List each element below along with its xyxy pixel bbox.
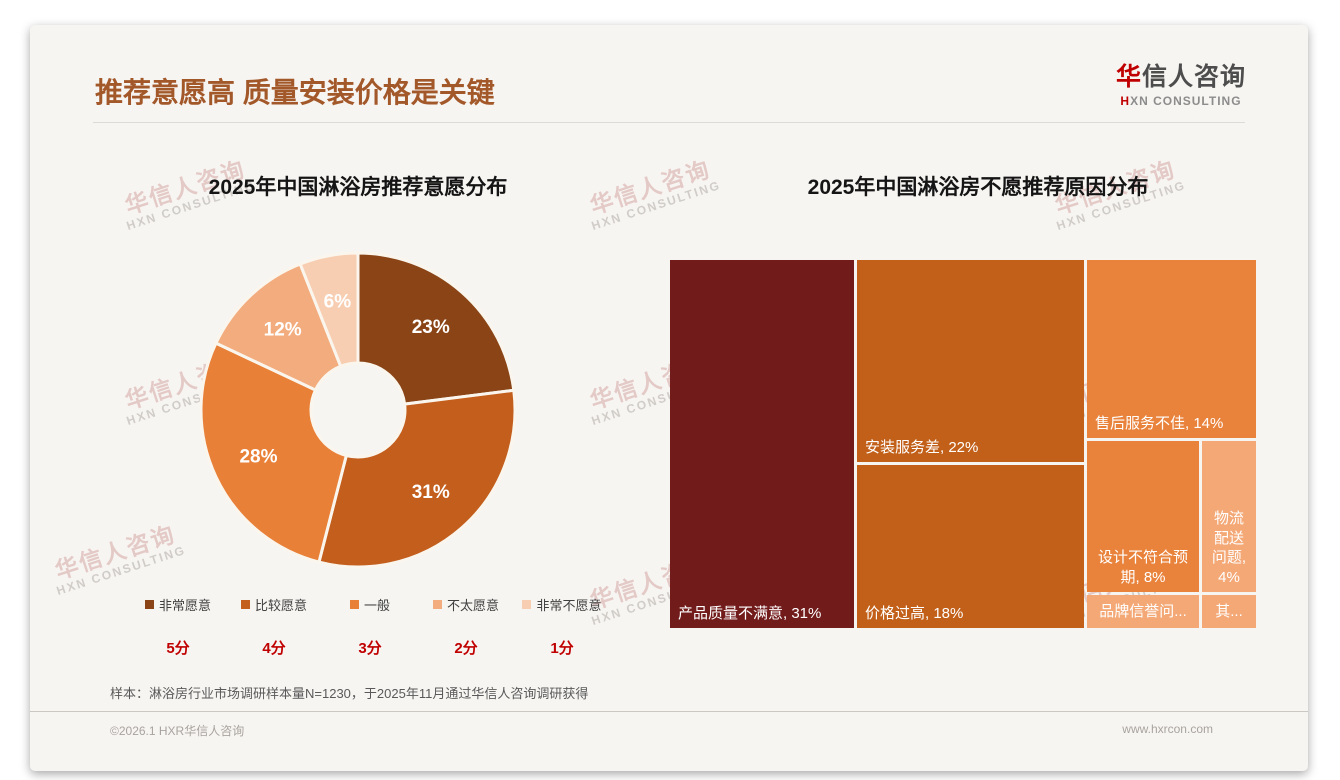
- legend-label: 非常不愿意: [536, 598, 602, 613]
- donut-score-labels: 5分 4分 3分 2分 1分: [130, 637, 610, 658]
- logo-rest-letters: XN CONSULTING: [1130, 94, 1242, 108]
- treemap-cell-label: 价格过高, 18%: [865, 604, 964, 622]
- title-divider: [93, 122, 1245, 123]
- score-label-4: 2分: [454, 640, 478, 657]
- treemap-chart-title: 2025年中国淋浴房不愿推荐原因分布: [807, 176, 1149, 199]
- donut-slice-label: 12%: [264, 319, 302, 340]
- donut-slice-label: 28%: [239, 446, 277, 467]
- score-label-3: 3分: [358, 640, 382, 657]
- donut-slice-label: 23%: [412, 317, 450, 338]
- sample-footnote: 样本：淋浴房行业市场调研样本量N=1230，于2025年11月通过华信人咨询调研…: [110, 686, 589, 701]
- content-layer: 推荐意愿高 质量安装价格是关键 华信人咨询 HXN CONSULTING 202…: [30, 25, 1308, 771]
- legend-swatch-icon: [144, 600, 154, 609]
- logo-accent-char: 华: [1115, 63, 1142, 91]
- treemap-cell-label: 售后服务不佳, 14%: [1095, 414, 1224, 432]
- legend-swatch-icon: [522, 600, 532, 609]
- legend-swatch-icon: [240, 600, 250, 609]
- treemap-cell-label: 产品质量不满意, 31%: [678, 604, 822, 622]
- donut-slice-4: [213, 262, 343, 392]
- legend-item-1: 非常愿意: [130, 595, 226, 614]
- donut-slice-label: 6%: [324, 291, 352, 312]
- score-label-5: 1分: [550, 640, 574, 657]
- legend-swatch-icon: [349, 600, 359, 609]
- treemap-cell-label: 安装服务差, 22%: [865, 438, 979, 456]
- page-title: 推荐意愿高 质量安装价格是关键: [95, 77, 495, 108]
- brand-logo: 华信人咨询 HXN CONSULTING: [1116, 57, 1246, 108]
- donut-slice-3: [199, 341, 349, 564]
- footer-website: www.hxrcon.com: [1122, 722, 1213, 736]
- treemap-cell-6: 物流 配送 问题, 4%: [1202, 441, 1256, 592]
- score-label-1: 5分: [166, 640, 190, 657]
- treemap-cell-8: 其...: [1202, 595, 1256, 628]
- logo-accent-letter: H: [1120, 94, 1131, 108]
- legend-label: 不太愿意: [446, 598, 499, 613]
- donut-chart-title: 2025年中国淋浴房推荐意愿分布: [208, 176, 508, 199]
- legend-swatch-icon: [432, 600, 442, 609]
- donut-slice-1: [356, 251, 516, 406]
- brand-logo-chinese: 华信人咨询: [1116, 57, 1246, 93]
- logo-rest-chars: 信人咨询: [1141, 63, 1246, 91]
- treemap-cell-1: 产品质量不满意, 31%: [670, 260, 854, 628]
- donut-chart: 23% 31% 28% 12% 6%: [199, 251, 517, 569]
- treemap-cell-4: 售后服务不佳, 14%: [1087, 260, 1256, 438]
- treemap-cell-3: 价格过高, 18%: [857, 465, 1084, 628]
- legend-label: 一般: [363, 598, 390, 613]
- treemap-cell-label: 其...: [1215, 602, 1243, 620]
- brand-logo-english: HXN CONSULTING: [1116, 94, 1246, 108]
- score-label-2: 4分: [262, 640, 286, 657]
- donut-slice-2: [317, 388, 517, 569]
- legend-label: 比较愿意: [254, 598, 307, 613]
- legend-label: 非常愿意: [158, 598, 211, 613]
- legend-item-4: 不太愿意: [418, 595, 514, 614]
- treemap-chart: 产品质量不满意, 31% 安装服务差, 22% 价格过高, 18% 售后服务不佳, 1…: [670, 260, 1256, 628]
- legend-item-5: 非常不愿意: [514, 595, 610, 614]
- treemap-cell-2: 安装服务差, 22%: [857, 260, 1084, 462]
- legend-item-3: 一般: [322, 595, 418, 614]
- footer-divider: [30, 711, 1308, 712]
- slide-card: 华信人咨询 HXN CONSULTING 华信人咨询 HXN CONSULTING 华信…: [30, 25, 1308, 771]
- treemap-cell-label: 物流 配送 问题, 4%: [1211, 510, 1247, 586]
- treemap-cell-7: 品牌信誉问...: [1087, 595, 1199, 628]
- legend-item-2: 比较愿意: [226, 595, 322, 614]
- treemap-cell-label: 品牌信誉问...: [1099, 602, 1187, 620]
- footer-copyright: ©2026.1 HXR华信人咨询: [110, 724, 245, 738]
- treemap-cell-label: 设计不符合预 期, 8%: [1097, 549, 1188, 586]
- donut-slice-label: 31%: [412, 482, 450, 503]
- treemap-cell-5: 设计不符合预 期, 8%: [1087, 441, 1199, 592]
- donut-slice-5: [298, 251, 360, 369]
- donut-legend: 非常愿意 比较愿意 一般 不太愿意 非常不愿意: [130, 595, 610, 614]
